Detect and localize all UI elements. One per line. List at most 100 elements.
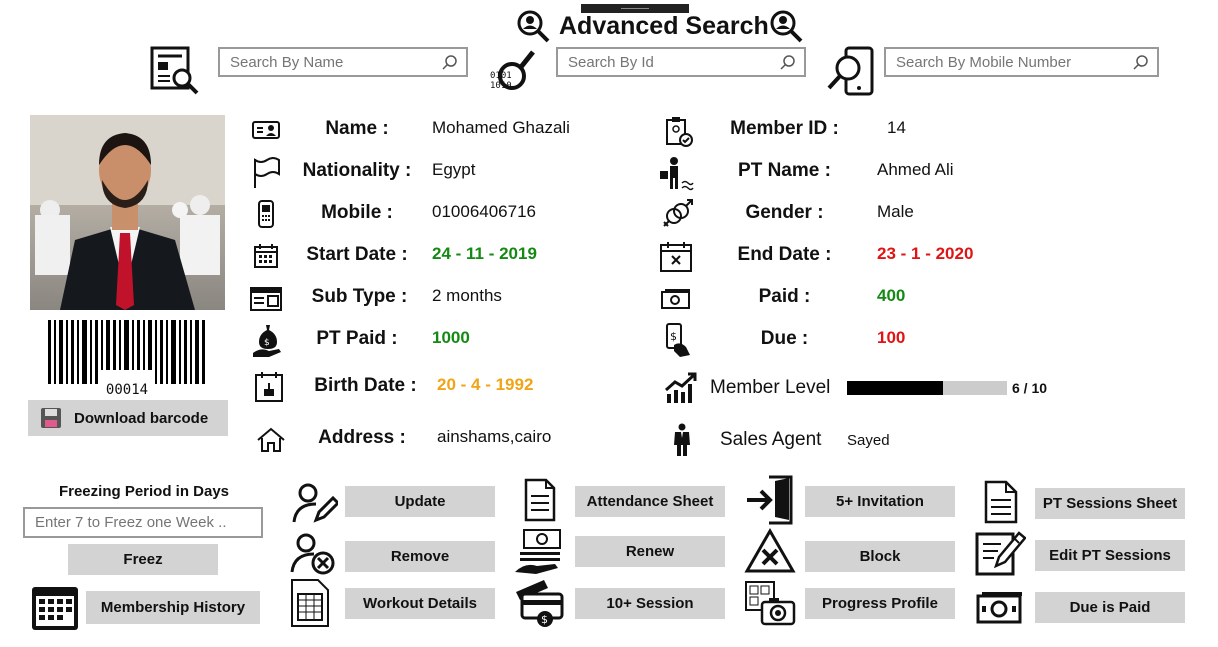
- due-is-paid-button[interactable]: Due is Paid: [1035, 592, 1185, 623]
- barcode-image: [48, 320, 205, 384]
- search-by-mobile-box[interactable]: [884, 47, 1159, 77]
- phone-icon: [258, 200, 274, 228]
- remove-button[interactable]: Remove: [345, 541, 495, 572]
- growth-chart-icon: [665, 372, 697, 403]
- update-button[interactable]: Update: [345, 486, 495, 517]
- personal-trainer-icon: [660, 157, 694, 191]
- due-label: Due :: [760, 328, 809, 349]
- address-value: ainshams,cairo: [437, 427, 552, 446]
- calendar-icon: [254, 244, 278, 268]
- calendar-icon: [32, 587, 78, 630]
- search-by-name-box[interactable]: [218, 47, 468, 77]
- name-label: Name :: [325, 118, 389, 139]
- search-by-id-box[interactable]: [556, 47, 806, 77]
- pt-sessions-sheet-button[interactable]: PT Sessions Sheet: [1035, 488, 1185, 519]
- due-value: 100: [877, 328, 906, 347]
- save-icon: [40, 407, 62, 433]
- member-photo: [30, 115, 225, 310]
- pt-paid-label: PT Paid :: [316, 328, 398, 349]
- ten-session-button[interactable]: 10+ Session: [575, 588, 725, 619]
- user-search-icon: [517, 10, 550, 43]
- search-icon[interactable]: [780, 54, 796, 70]
- member-level-bar: [847, 381, 1007, 395]
- sales-agent-value: Sayed: [847, 432, 890, 449]
- birth-date-value: 20 - 4 - 1992: [437, 375, 534, 394]
- edit-document-icon: [975, 531, 1026, 576]
- pt-name-value: Ahmed Ali: [877, 160, 954, 179]
- freeze-days-input[interactable]: [25, 509, 261, 536]
- freeze-days-box[interactable]: [23, 507, 263, 538]
- svg-text:$: $: [541, 613, 548, 626]
- mobile-label: Mobile :: [321, 202, 393, 223]
- cash-icon: [661, 289, 690, 309]
- search-icon[interactable]: [442, 54, 458, 70]
- end-date-calendar-icon: [660, 242, 692, 272]
- end-date-value: 23 - 1 - 2020: [877, 244, 974, 263]
- invitation-button[interactable]: 5+ Invitation: [805, 486, 955, 517]
- attendance-sheet-button[interactable]: Attendance Sheet: [575, 486, 725, 517]
- barcode-number: 00014: [105, 382, 149, 398]
- window-drag-handle[interactable]: [581, 4, 689, 13]
- paid-value: 400: [877, 286, 906, 305]
- block-warning-icon: [744, 528, 796, 573]
- renew-button[interactable]: Renew: [575, 536, 725, 567]
- member-level-fill: [847, 381, 943, 395]
- member-id-icon: [666, 117, 693, 147]
- pt-name-label: PT Name :: [738, 160, 831, 181]
- gender-label: Gender :: [745, 202, 824, 223]
- gender-icon: [663, 199, 693, 227]
- nationality-label: Nationality :: [302, 160, 412, 181]
- progress-photos-icon: [745, 581, 796, 626]
- freeze-button[interactable]: Freez: [68, 544, 218, 575]
- money-bag-hand-icon: $: [253, 325, 281, 357]
- mobile-search-icon: [827, 46, 874, 96]
- renew-payment-icon: [515, 529, 561, 574]
- name-value: Mohamed Ghazali: [432, 118, 570, 137]
- invitation-enter-icon: [747, 475, 793, 525]
- page-title: Advanced Search: [559, 12, 769, 40]
- cash-icon: [976, 592, 1022, 624]
- gender-value: Male: [877, 202, 914, 221]
- document-search-icon: [150, 46, 199, 95]
- pt-paid-value: 1000: [432, 328, 470, 347]
- flag-icon: [254, 157, 280, 188]
- sales-agent-icon: [674, 423, 690, 456]
- home-icon: [257, 427, 285, 452]
- document-icon: [984, 480, 1018, 524]
- download-barcode-label: Download barcode: [74, 409, 209, 427]
- document-icon: [524, 478, 556, 522]
- search-by-mobile-input[interactable]: [886, 49, 1157, 75]
- card-payment-icon: $: [516, 580, 564, 627]
- sub-type-label: Sub Type :: [311, 286, 408, 307]
- sub-type-value: 2 months: [432, 286, 502, 305]
- edit-pt-sessions-button[interactable]: Edit PT Sessions: [1035, 540, 1185, 571]
- membership-history-button[interactable]: Membership History: [86, 591, 260, 624]
- birthday-calendar-icon: [255, 372, 283, 402]
- search-by-id-input[interactable]: [558, 49, 804, 75]
- end-date-label: End Date :: [737, 244, 832, 265]
- workout-details-button[interactable]: Workout Details: [345, 588, 495, 619]
- nationality-value: Egypt: [432, 160, 476, 179]
- id-card-icon: [252, 121, 280, 139]
- freeze-title: Freezing Period in Days: [58, 483, 230, 500]
- remove-user-icon: [290, 533, 335, 575]
- member-id-value: 14: [887, 118, 906, 137]
- progress-profile-button[interactable]: Progress Profile: [805, 588, 955, 619]
- member-id-label: Member ID :: [730, 118, 839, 139]
- start-date-value: 24 - 11 - 2019: [432, 244, 537, 263]
- search-by-name-input[interactable]: [220, 49, 466, 75]
- sales-agent-label: Sales Agent: [720, 429, 822, 450]
- edit-user-icon: [292, 483, 338, 523]
- member-level-value: 6 / 10: [1012, 380, 1048, 396]
- member-level-label: Member Level: [710, 377, 831, 398]
- membership-card-icon: [250, 287, 282, 311]
- download-barcode-button[interactable]: Download barcode: [28, 400, 228, 436]
- due-payment-icon: $: [666, 323, 690, 357]
- id-search-icon: 0101 1010: [490, 50, 535, 91]
- mobile-value: 01006406716: [432, 202, 537, 221]
- spreadsheet-icon: [291, 579, 329, 627]
- user-search-icon: [770, 10, 803, 43]
- search-icon[interactable]: [1133, 54, 1149, 70]
- svg-text:$: $: [670, 330, 677, 343]
- block-button[interactable]: Block: [805, 541, 955, 572]
